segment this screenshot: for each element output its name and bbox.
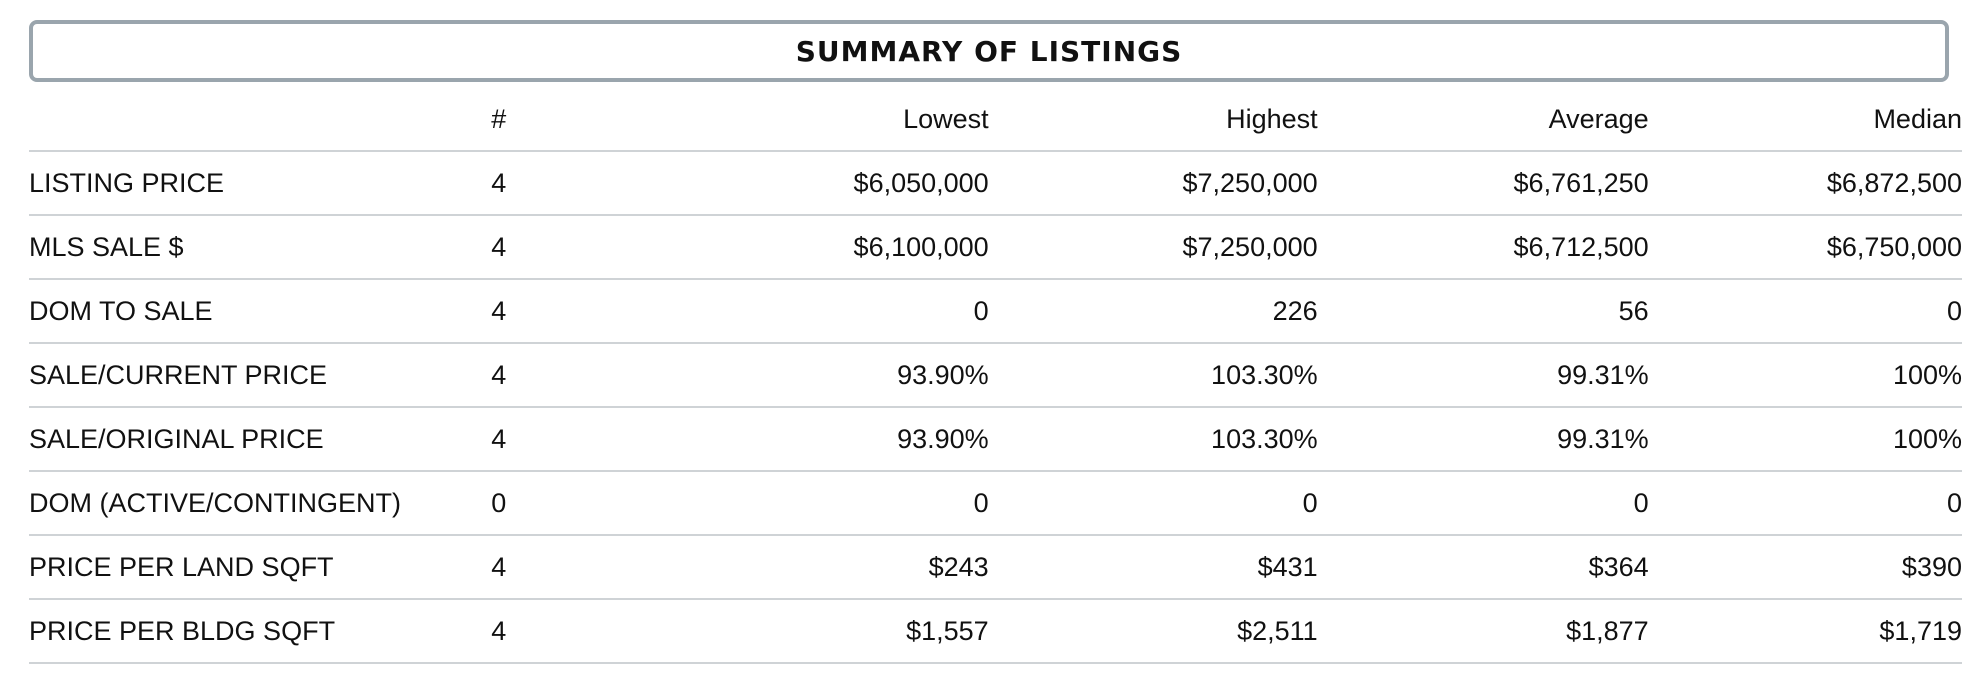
header-highest: Highest — [988, 88, 1318, 152]
row-label: SALE/ORIGINAL PRICE — [29, 407, 484, 472]
row-average: 99.31% — [1317, 407, 1649, 472]
row-count: 4 — [483, 599, 636, 664]
row-lowest: $6,050,000 — [635, 151, 989, 216]
row-lowest: $6,100,000 — [635, 215, 989, 280]
header-average: Average — [1317, 88, 1649, 152]
row-lowest: 93.90% — [635, 407, 989, 472]
row-count: 4 — [483, 343, 636, 408]
header-label — [29, 88, 484, 152]
row-average: $364 — [1317, 535, 1649, 600]
row-average: $6,761,250 — [1317, 151, 1649, 216]
row-label: PRICE PER BLDG SQFT — [29, 599, 484, 664]
table-row: DOM (ACTIVE/CONTINGENT) 0 0 0 0 0 — [29, 471, 1962, 536]
row-highest: 226 — [988, 279, 1318, 344]
row-label: SALE/CURRENT PRICE — [29, 343, 484, 408]
row-average: $6,712,500 — [1317, 215, 1649, 280]
table-row: SALE/CURRENT PRICE 4 93.90% 103.30% 99.3… — [29, 343, 1962, 408]
row-median: $6,750,000 — [1648, 215, 1962, 280]
row-count: 4 — [483, 215, 636, 280]
row-count: 0 — [483, 471, 636, 536]
row-median: 100% — [1648, 343, 1962, 408]
table-row: MLS SALE $ 4 $6,100,000 $7,250,000 $6,71… — [29, 215, 1962, 280]
row-lowest: $243 — [635, 535, 989, 600]
row-label: DOM TO SALE — [29, 279, 484, 344]
row-highest: $2,511 — [988, 599, 1318, 664]
row-median: 0 — [1648, 279, 1962, 344]
row-highest: 0 — [988, 471, 1318, 536]
row-label: PRICE PER LAND SQFT — [29, 535, 484, 600]
table-row: SALE/ORIGINAL PRICE 4 93.90% 103.30% 99.… — [29, 407, 1962, 472]
row-highest: 103.30% — [988, 407, 1318, 472]
row-lowest: 0 — [635, 471, 989, 536]
row-highest: $431 — [988, 535, 1318, 600]
table-row: LISTING PRICE 4 $6,050,000 $7,250,000 $6… — [29, 151, 1962, 216]
summary-title: SUMMARY OF LISTINGS — [795, 34, 1183, 68]
row-label: MLS SALE $ — [29, 215, 484, 280]
row-average: 56 — [1317, 279, 1649, 344]
row-lowest: 0 — [635, 279, 989, 344]
row-label: LISTING PRICE — [29, 151, 484, 216]
header-count: # — [483, 88, 636, 152]
row-highest: $7,250,000 — [988, 215, 1318, 280]
row-highest: $7,250,000 — [988, 151, 1318, 216]
row-count: 4 — [483, 279, 636, 344]
row-average: $1,877 — [1317, 599, 1649, 664]
row-average: 99.31% — [1317, 343, 1649, 408]
table-row: DOM TO SALE 4 0 226 56 0 — [29, 279, 1962, 344]
row-median: 0 — [1648, 471, 1962, 536]
row-count: 4 — [483, 151, 636, 216]
row-average: 0 — [1317, 471, 1649, 536]
header-row: # Lowest Highest Average Median — [29, 88, 1962, 152]
row-median: $390 — [1648, 535, 1962, 600]
row-median: $6,872,500 — [1648, 151, 1962, 216]
row-count: 4 — [483, 407, 636, 472]
summary-table: # Lowest Highest Average Median LISTING … — [29, 88, 1962, 664]
header-median: Median — [1648, 88, 1962, 152]
summary-title-box: SUMMARY OF LISTINGS — [29, 20, 1949, 82]
row-median: $1,719 — [1648, 599, 1962, 664]
row-count: 4 — [483, 535, 636, 600]
row-lowest: $1,557 — [635, 599, 989, 664]
header-lowest: Lowest — [635, 88, 989, 152]
row-label: DOM (ACTIVE/CONTINGENT) — [29, 471, 484, 536]
table-row: PRICE PER BLDG SQFT 4 $1,557 $2,511 $1,8… — [29, 599, 1962, 664]
row-highest: 103.30% — [988, 343, 1318, 408]
row-median: 100% — [1648, 407, 1962, 472]
row-lowest: 93.90% — [635, 343, 989, 408]
table-row: PRICE PER LAND SQFT 4 $243 $431 $364 $39… — [29, 535, 1962, 600]
